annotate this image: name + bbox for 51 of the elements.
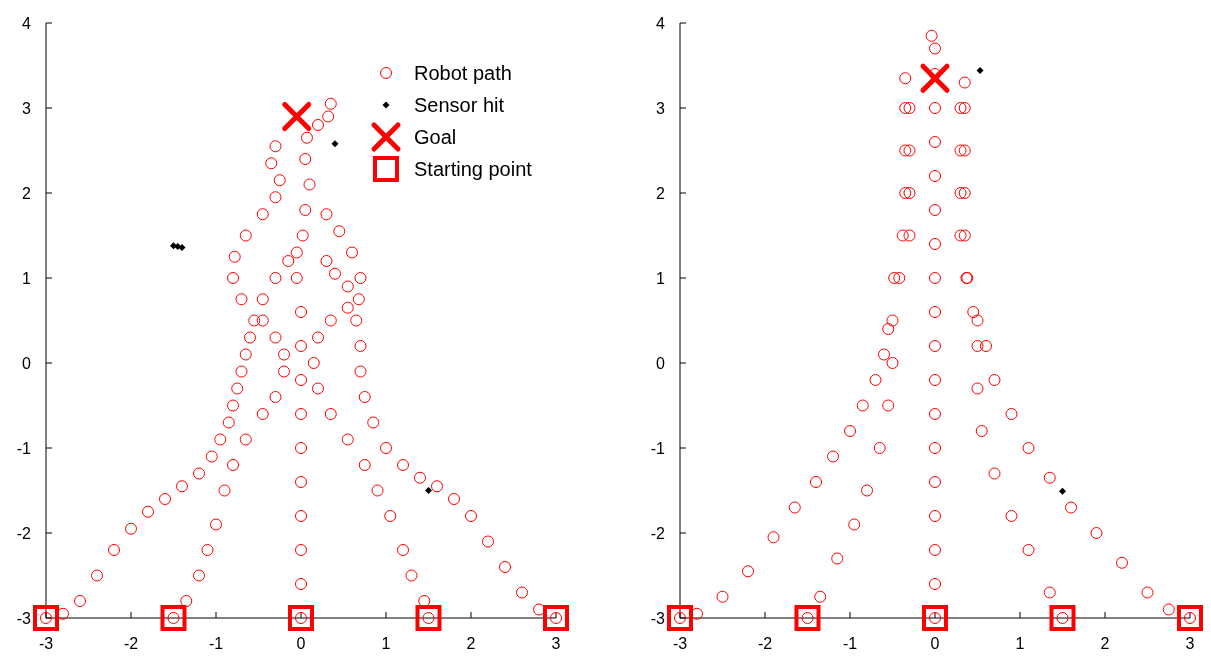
x-tick-label: 3 [1185, 635, 1195, 652]
y-tick-label: -3 [16, 609, 32, 627]
x-tick-label: 0 [296, 635, 306, 652]
x-tick-label: -1 [208, 635, 224, 652]
point [160, 605, 187, 631]
x-tick-label: -2 [123, 635, 139, 652]
x-tick-label: 2 [1100, 635, 1110, 652]
y-tick-label: 2 [22, 184, 32, 202]
point [178, 243, 186, 251]
x-tick-label: -1 [842, 635, 858, 652]
x-tick-label: 1 [1015, 635, 1025, 652]
y-tick-label: 1 [656, 269, 666, 287]
point [976, 67, 984, 75]
point [1049, 605, 1076, 631]
point [667, 605, 693, 631]
y-tick-label: 4 [656, 14, 666, 32]
point [1059, 487, 1066, 495]
point [794, 605, 821, 631]
x-tick-label: -3 [672, 635, 688, 652]
y-tick-label: -3 [650, 609, 666, 627]
y-tick-label: 1 [22, 269, 32, 287]
point [425, 487, 432, 494]
point [33, 605, 59, 631]
y-tick-label: 4 [22, 14, 32, 32]
legend-label: Starting point [414, 158, 533, 180]
point [282, 102, 312, 131]
x-tick-label: 0 [930, 635, 940, 652]
y-tick-label: 3 [22, 99, 32, 117]
legend-label: Goal [414, 126, 457, 148]
y-tick-label: 0 [656, 354, 666, 372]
point [1177, 605, 1203, 631]
x-tick-label: -2 [757, 635, 773, 652]
point [288, 605, 314, 631]
y-tick-label: 0 [22, 354, 32, 372]
legend-label: Sensor hit [414, 94, 505, 116]
y-tick-label: -1 [16, 439, 32, 457]
x-tick-label: 2 [466, 635, 476, 652]
x-tick-label: 3 [551, 635, 561, 652]
x-tick-label: -3 [38, 635, 54, 652]
y-tick-label: -2 [650, 524, 666, 542]
point [920, 63, 950, 93]
legend-label: Robot path [414, 62, 512, 84]
y-tick-label: -2 [16, 524, 32, 542]
point [543, 605, 569, 631]
y-tick-label: -1 [650, 439, 666, 457]
x-tick-label: 1 [381, 635, 391, 652]
y-tick-label: 2 [656, 184, 666, 202]
y-tick-label: 3 [656, 99, 666, 117]
point [922, 605, 948, 631]
point [331, 140, 339, 148]
point [415, 605, 442, 631]
